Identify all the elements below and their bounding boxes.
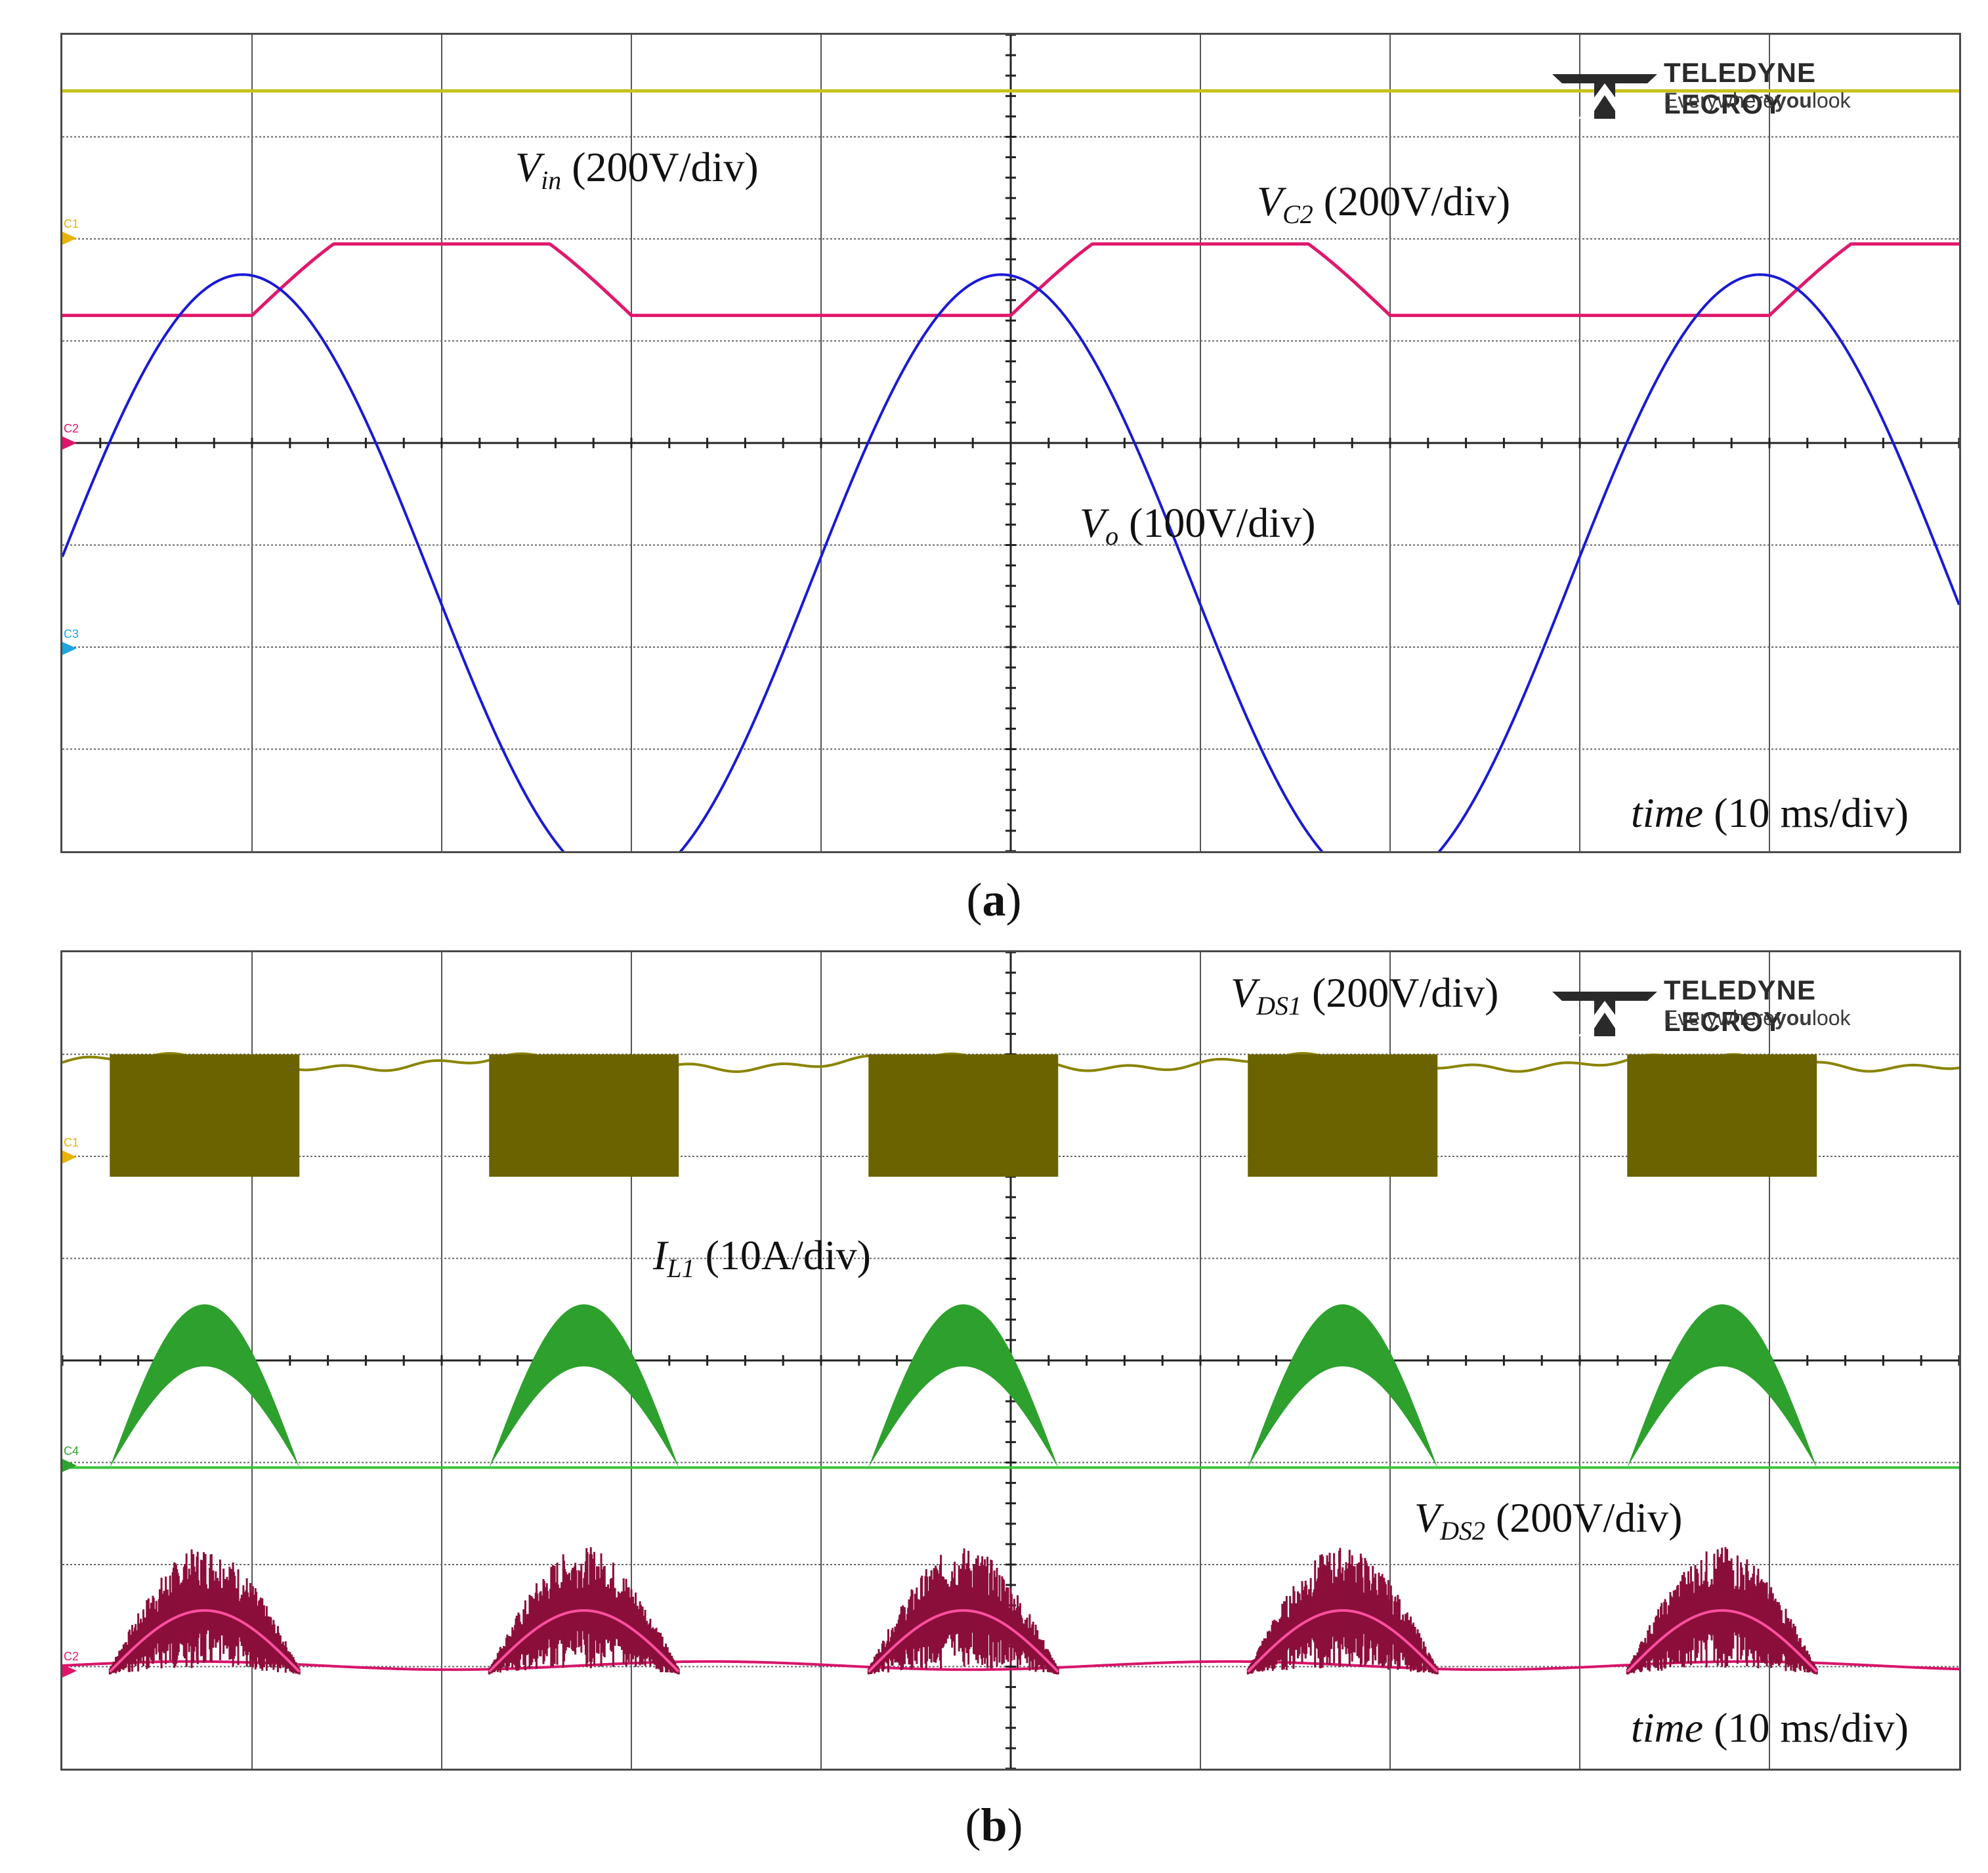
switching-block-5 <box>1627 1054 1817 1177</box>
series-VC2 <box>62 242 1959 318</box>
noise-arc-4 <box>1246 1547 1439 1675</box>
channel-label-C2: C2 <box>64 422 79 435</box>
teledyne-lecroy-logo: TELEDYNE LECROY Everywhereyoulook <box>1552 972 1920 1038</box>
noise-arc-5 <box>1626 1547 1818 1675</box>
channel-label-C4: C4 <box>64 1444 79 1458</box>
teledyne-logo-icon <box>1552 992 1657 1036</box>
channel-label-C1: C1 <box>64 217 79 230</box>
trace-VC2 <box>62 242 1959 318</box>
channel-marker-C1 <box>62 232 77 245</box>
channel-marker-C2 <box>62 1664 77 1677</box>
switching-block-1 <box>110 1054 300 1177</box>
scope-plot-a <box>62 35 1959 851</box>
scope-panel-a: TELEDYNE LECROY Everywhereyoulook Vin (2… <box>60 33 1961 853</box>
current-arc-5 <box>1627 1304 1817 1468</box>
caption-b: (b) <box>965 1799 1023 1851</box>
channel-marker-C4 <box>62 1459 77 1472</box>
series-VDS1 <box>62 1052 1959 1177</box>
label-il1: IL1 (10A/div) <box>653 1232 871 1283</box>
switching-block-4 <box>1248 1054 1438 1177</box>
noise-arc-2 <box>488 1547 680 1675</box>
switching-block-2 <box>489 1054 679 1177</box>
label-vo: Vo (100V/div) <box>1080 499 1316 551</box>
noise-arc-1 <box>108 1549 301 1675</box>
noise-arc-centerline <box>108 1609 301 1673</box>
teledyne-logo-icon <box>1552 74 1657 119</box>
noise-arc-centerline <box>1246 1609 1439 1673</box>
logo-tagline: Everywhereyoulook <box>1664 89 1851 112</box>
channel-marker-C2 <box>62 436 77 450</box>
current-arc-2 <box>489 1304 679 1468</box>
channel-label-C3: C3 <box>64 627 79 641</box>
series-Vo <box>62 273 1959 851</box>
teledyne-lecroy-logo: TELEDYNE LECROY Everywhereyoulook <box>1552 54 1920 120</box>
series-IL1 <box>62 1304 1959 1469</box>
noise-arc-centerline <box>867 1609 1059 1673</box>
label-time-b: time (10 ms/div) <box>1631 1704 1909 1751</box>
noise-arc-centerline <box>488 1609 680 1673</box>
current-arc-3 <box>868 1304 1059 1468</box>
current-arc-1 <box>110 1304 300 1468</box>
logo-brand: TELEDYNE LECROY <box>1664 57 1817 119</box>
logo-brand: TELEDYNE LECROY <box>1664 975 1817 1037</box>
logo-tagline: Everywhereyoulook <box>1664 1006 1851 1030</box>
channel-marker-C3 <box>62 642 77 655</box>
series-VDS2 <box>62 1547 1959 1675</box>
channel-label-C2: C2 <box>64 1650 79 1663</box>
label-vin: Vin (200V/div) <box>515 144 759 195</box>
switching-block-3 <box>868 1054 1059 1177</box>
channel-marker-C1 <box>62 1150 77 1164</box>
caption-a: (a) <box>966 873 1022 926</box>
scope-grid <box>62 35 1959 851</box>
label-vc2: VC2 (200V/div) <box>1257 178 1511 229</box>
scope-plot-b <box>62 952 1959 1769</box>
scope-panel-b: TELEDYNE LECROY Everywhereyoulook VDS1 (… <box>60 950 1961 1771</box>
label-time-a: time (10 ms/div) <box>1631 789 1909 836</box>
label-vds2: VDS2 (200V/div) <box>1414 1494 1683 1546</box>
channel-label-C1: C1 <box>64 1136 79 1149</box>
noise-arc-centerline <box>1626 1609 1818 1673</box>
noise-arc-3 <box>867 1548 1059 1675</box>
trace-Vo <box>62 273 1959 851</box>
current-arc-4 <box>1248 1304 1438 1468</box>
label-vds1: VDS1 (200V/div) <box>1231 969 1499 1021</box>
